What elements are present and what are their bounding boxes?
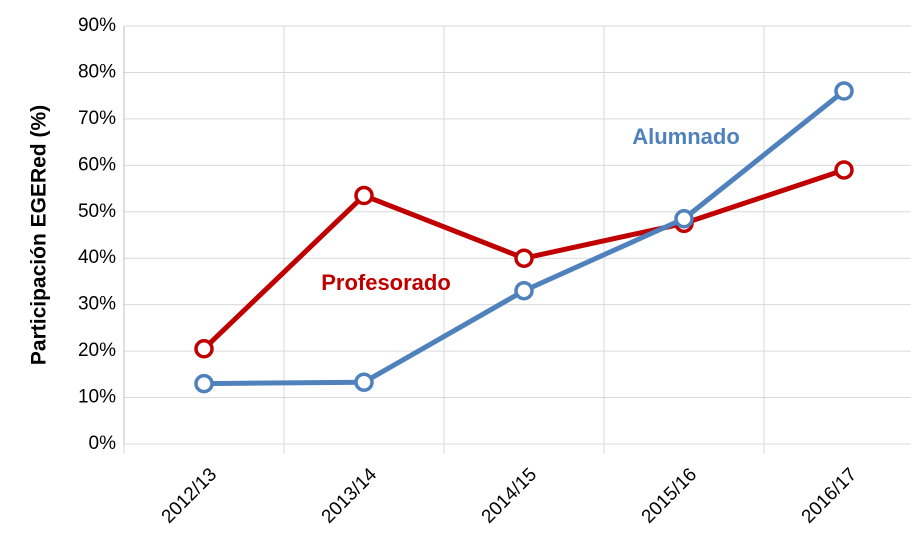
marker: [674, 208, 694, 229]
y-tick-label: 80%: [78, 61, 116, 82]
y-tick-label: 50%: [78, 201, 116, 222]
y-tick-label: 10%: [78, 387, 116, 408]
y-tick-label: 40%: [78, 247, 116, 268]
marker: [834, 81, 854, 101]
x-tick-label: 2012/13: [158, 464, 221, 527]
y-tick-label: 0%: [89, 433, 117, 454]
y-tick-label: 70%: [78, 108, 116, 129]
x-tick-label: 2014/15: [478, 464, 541, 527]
y-tick-label: 60%: [78, 154, 116, 175]
marker: [354, 185, 374, 206]
series-label: Alumnado: [632, 124, 740, 149]
marker: [834, 160, 854, 180]
marker: [194, 339, 214, 359]
y-axis-label: Participación EGERed (%): [28, 105, 51, 365]
x-tick-label: 2016/17: [798, 464, 861, 527]
y-tick-label: 20%: [78, 340, 116, 361]
marker: [514, 280, 534, 301]
x-tick-label: 2013/14: [318, 464, 382, 528]
x-tick-label: 2015/16: [638, 464, 701, 527]
marker: [514, 248, 534, 268]
series-line: [203, 89, 846, 387]
series-label: Profesorado: [321, 270, 451, 295]
y-tick-label: 90%: [78, 15, 116, 36]
y-tick-label: 30%: [78, 294, 116, 315]
marker: [194, 373, 214, 394]
marker: [354, 372, 374, 392]
